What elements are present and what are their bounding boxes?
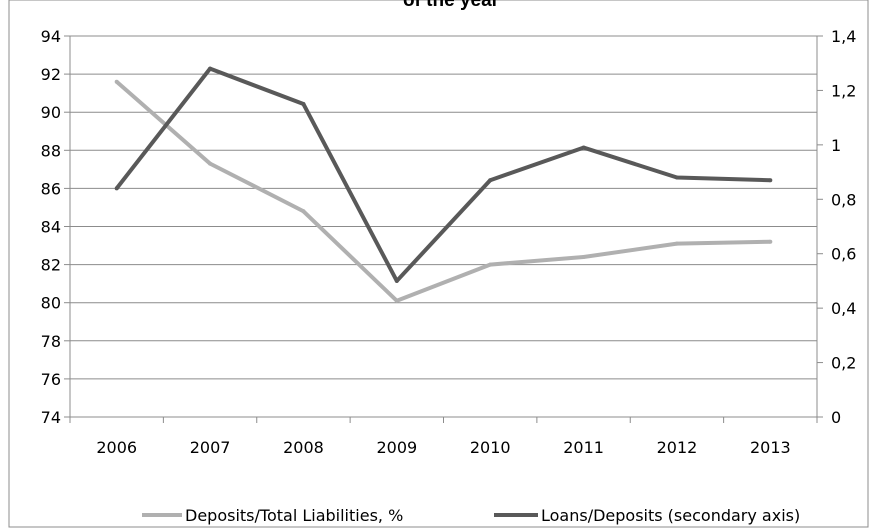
x-tick-label: 2010 (470, 438, 511, 457)
right-tick-label: 1,2 (831, 81, 856, 100)
data-point (674, 175, 679, 180)
data-point (208, 66, 213, 71)
data-point (114, 186, 119, 191)
series-lines (114, 66, 773, 303)
x-tick-label: 2008 (283, 438, 324, 457)
data-point (488, 262, 493, 267)
x-tick-label: 2013 (750, 438, 791, 457)
left-tick-label: 74 (41, 408, 61, 427)
legend: Deposits/Total Liabilities, % Loans/Depos… (142, 506, 800, 525)
data-point (768, 178, 773, 183)
data-point (394, 298, 399, 303)
right-tick-label: 0,4 (831, 299, 856, 318)
x-tick-label: 2011 (563, 438, 604, 457)
right-tick-label: 0 (831, 408, 841, 427)
legend-label: Loans/Deposits (secondary axis) (541, 506, 800, 525)
right-tick-label: 1 (831, 136, 841, 155)
left-tick-label: 84 (41, 218, 61, 237)
series-line-1 (115, 80, 771, 303)
right-tick-label: 0,2 (831, 354, 856, 373)
left-tick-label: 88 (41, 141, 61, 160)
right-tick-label: 1,4 (831, 27, 856, 46)
data-point (581, 145, 586, 150)
x-tick-label: 2006 (96, 438, 137, 457)
left-tick-label: 80 (41, 294, 61, 313)
x-tick-label: 2012 (657, 438, 698, 457)
left-tick-label: 82 (41, 256, 61, 275)
data-point (768, 239, 773, 244)
data-point (674, 241, 679, 246)
left-tick-label: 92 (41, 65, 61, 84)
data-point (581, 254, 586, 259)
left-tick-label: 78 (41, 332, 61, 351)
data-point (301, 102, 306, 107)
series-line-2 (115, 66, 771, 283)
left-tick-label: 90 (41, 103, 61, 122)
chart-area-border (8, 0, 869, 528)
x-tick-label: 2007 (190, 438, 231, 457)
legend-label: Deposits/Total Liabilities, % (185, 506, 403, 525)
data-point (208, 161, 213, 166)
right-tick-label: 0,6 (831, 245, 856, 264)
data-point (114, 79, 119, 84)
axes: 74 76 78 80 82 84 86 88 90 92 94 0 0,2 0,4 0,6 0,8 1 1,2 1… (41, 27, 857, 457)
data-point (488, 178, 493, 183)
left-tick-label: 94 (41, 27, 61, 46)
x-tick-label: 2009 (376, 438, 417, 457)
data-point (394, 278, 399, 283)
right-tick-label: 0,8 (831, 190, 856, 209)
chart-title: of the year (403, 0, 500, 11)
left-tick-label: 86 (41, 179, 61, 198)
left-tick-label: 76 (41, 370, 61, 389)
data-point (301, 209, 306, 214)
